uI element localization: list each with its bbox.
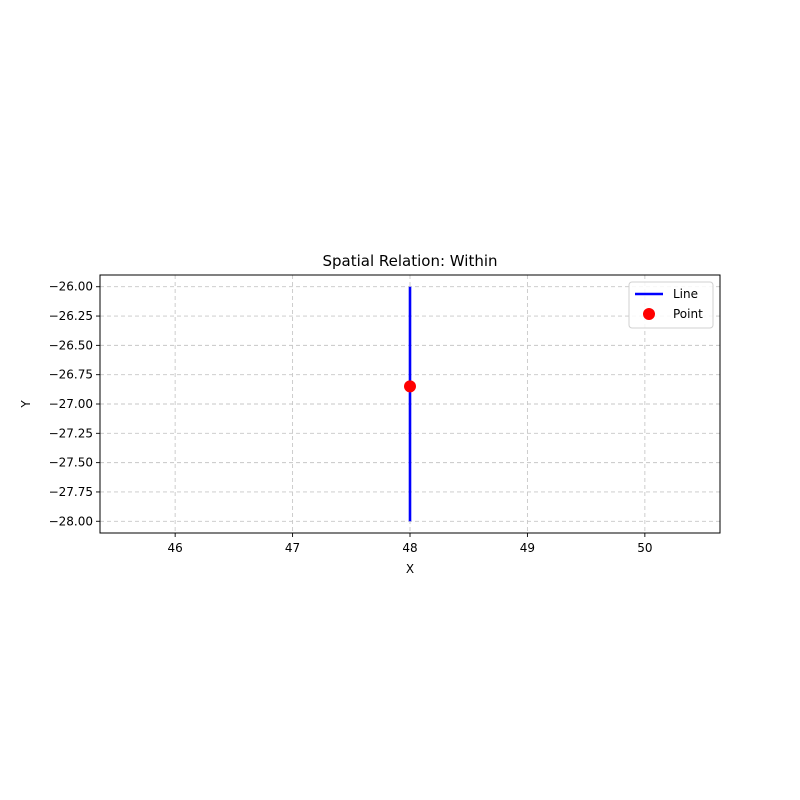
- y-tick-label: −27.25: [49, 426, 93, 440]
- x-axis-label: X: [406, 562, 414, 576]
- y-tick-label: −28.00: [49, 514, 93, 528]
- chart-title: Spatial Relation: Within: [322, 252, 497, 270]
- x-tick-label: 48: [402, 541, 417, 555]
- legend-point-swatch: [643, 308, 655, 320]
- x-tick-label: 46: [168, 541, 183, 555]
- axis-ticks: 46 47 48 49 50 −26.00 −26.25 −26.50 −26.75 −27.00…: [49, 280, 653, 555]
- y-tick-label: −27.50: [49, 456, 93, 470]
- y-tick-label: −27.00: [49, 397, 93, 411]
- legend-label: Line: [673, 287, 698, 301]
- legend-label: Point: [673, 307, 703, 321]
- legend: Line Point: [628, 281, 714, 329]
- plot-series: [404, 286, 416, 522]
- x-tick-label: 50: [637, 541, 652, 555]
- y-tick-label: −26.50: [49, 338, 93, 352]
- legend-box: [628, 281, 714, 329]
- x-tick-label: 47: [285, 541, 300, 555]
- y-tick-label: −27.75: [49, 485, 93, 499]
- y-tick-label: −26.75: [49, 368, 93, 382]
- y-tick-label: −26.25: [49, 309, 93, 323]
- y-tick-label: −26.00: [49, 280, 93, 294]
- data-point: [404, 380, 416, 393]
- x-tick-label: 49: [520, 541, 535, 555]
- y-axis-label: Y: [19, 400, 33, 409]
